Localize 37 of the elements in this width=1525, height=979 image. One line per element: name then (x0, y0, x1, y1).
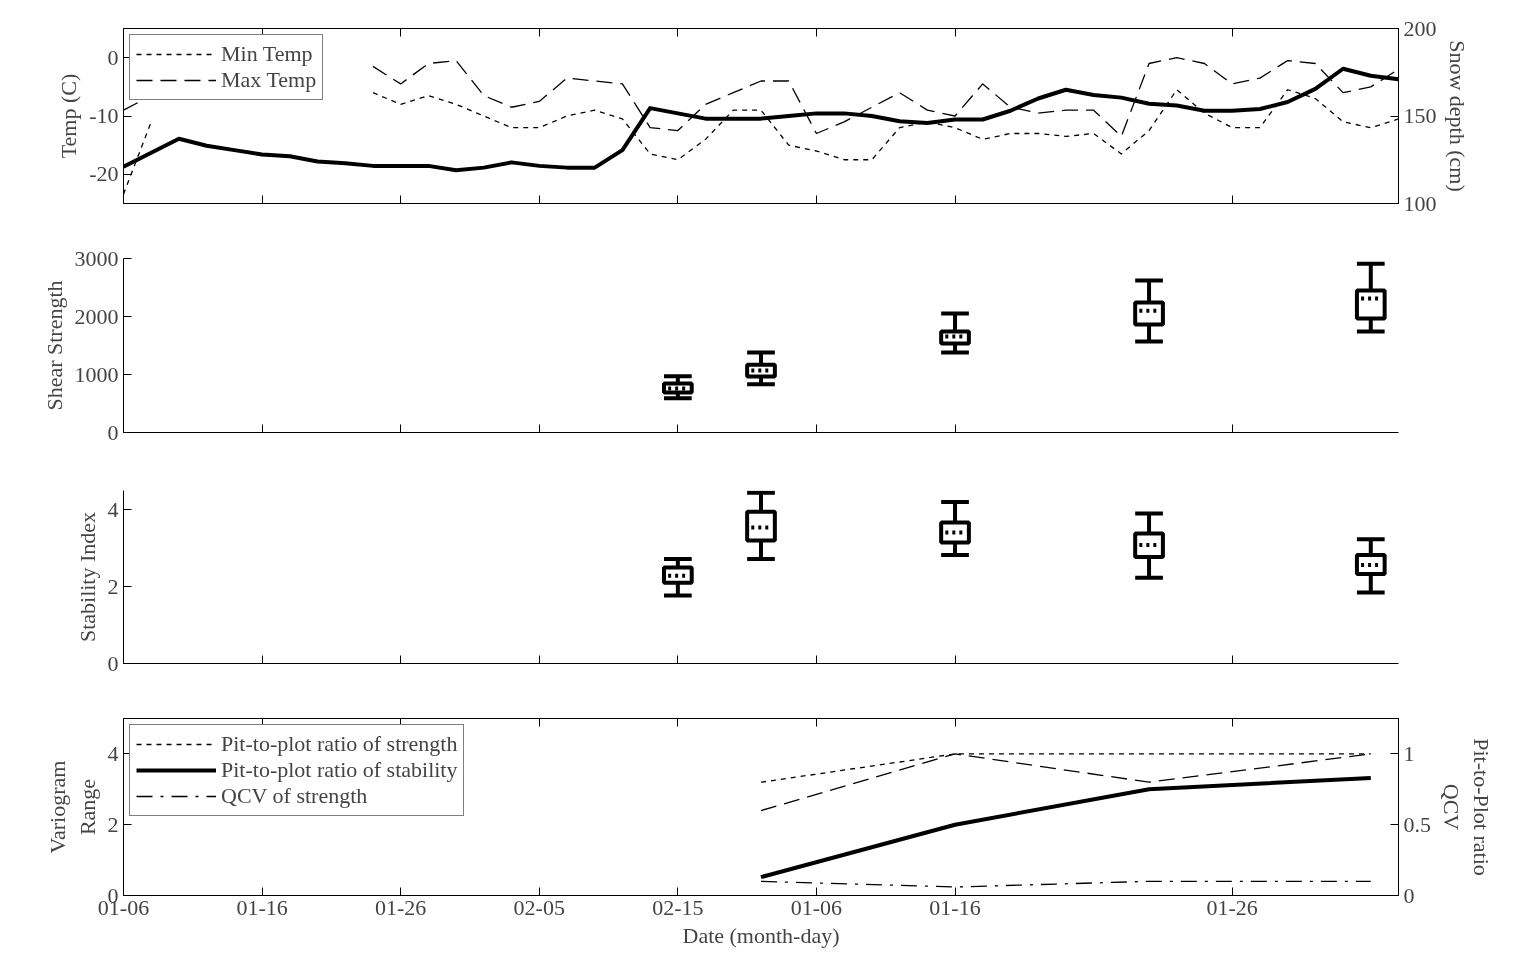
y2-tick-label: 0.5 (1403, 811, 1431, 837)
y2-axis-title: Snow depth (cm) (1444, 40, 1470, 192)
y-tick-label: 0 (107, 650, 119, 676)
y-tick-label: 0 (107, 419, 119, 445)
y-tick-label: 4 (107, 496, 119, 522)
y-tick-label: -20 (89, 161, 119, 187)
y-tick-label: 2000 (74, 303, 119, 329)
legend-label: Pit-to-plot ratio of stability (221, 757, 458, 783)
y-tick-label: 2 (107, 811, 119, 837)
legend-label: Pit-to-plot ratio of strength (221, 731, 458, 757)
y2-tick-label: 1 (1403, 740, 1415, 766)
y-tick-label: 2 (107, 573, 119, 599)
y2-tick-label: 0 (1403, 882, 1415, 908)
x-tick-label: 01-06 (790, 894, 843, 920)
y-tick-label: 4 (107, 740, 119, 766)
y-axis-title: Stability Index (74, 511, 100, 643)
legend-label: Max Temp (221, 67, 317, 93)
y2-tick-label: 150 (1403, 103, 1437, 128)
legend-label: Min Temp (221, 41, 313, 67)
x-tick-label: 02-15 (652, 894, 704, 920)
y2-tick-label: 200 (1403, 15, 1437, 41)
y-axis-title: Shear Strength (41, 280, 67, 411)
x-tick-label: 02-05 (513, 894, 565, 920)
y-tick-label: 1000 (74, 361, 119, 387)
legend-label: QCV of strength (221, 783, 368, 809)
y-tick-label: -10 (89, 103, 119, 128)
x-tick-label: 01-16 (929, 894, 981, 920)
y-axis-title: Variogram Range (44, 760, 100, 854)
x-tick-label: 01-26 (375, 894, 427, 920)
x-tick-label: 01-16 (236, 894, 288, 920)
y-axis-title: Temp (C) (56, 73, 82, 159)
y-tick-label: 0 (107, 44, 119, 70)
y2-axis-title: Pit-to-Plot ratio QCV (1439, 738, 1494, 876)
x-tick-label: 01-26 (1206, 894, 1258, 920)
y-tick-label: 3000 (74, 245, 119, 271)
y2-tick-label: 100 (1403, 190, 1437, 216)
x-axis-title: Date (month-day) (682, 922, 840, 948)
